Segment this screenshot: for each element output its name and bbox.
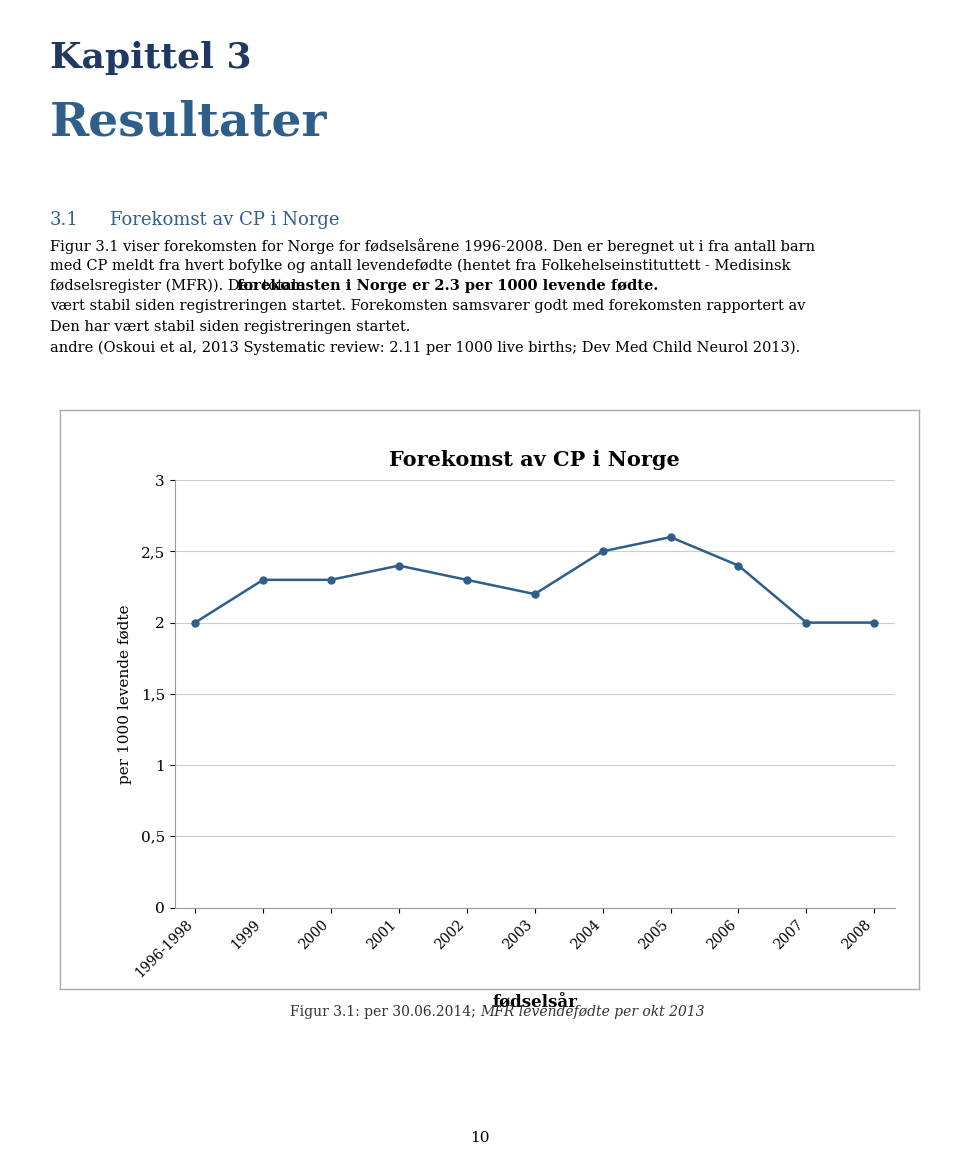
- Text: 10: 10: [470, 1131, 490, 1145]
- Text: Figur 3.1 viser forekomsten for Norge for fødselsårene 1996-2008. Den er beregne: Figur 3.1 viser forekomsten for Norge fo…: [50, 238, 815, 254]
- Text: med CP meldt fra hvert bofylke og antall levendefødte (hentet fra Folkehelseinst: med CP meldt fra hvert bofylke og antall…: [50, 258, 790, 273]
- Text: Figur 3.1: per 30.06.2014;: Figur 3.1: per 30.06.2014;: [290, 1005, 480, 1019]
- Text: vært stabil siden registreringen startet. Forekomsten samsvarer godt med forekom: vært stabil siden registreringen startet…: [50, 299, 805, 313]
- Text: 3.1: 3.1: [50, 211, 79, 228]
- Text: fødselsregister (MFR)). Den totale: fødselsregister (MFR)). Den totale: [50, 279, 309, 293]
- Y-axis label: per 1000 levende fødte: per 1000 levende fødte: [118, 604, 132, 783]
- Title: Forekomst av CP i Norge: Forekomst av CP i Norge: [390, 450, 680, 471]
- X-axis label: fødselsår: fødselsår: [492, 994, 577, 1011]
- Text: Resultater: Resultater: [50, 100, 327, 145]
- Text: MFR levendefødte per okt 2013: MFR levendefødte per okt 2013: [480, 1005, 705, 1019]
- Text: andre (Oskoui et al, 2013 Systematic review: 2.11 per 1000 live births; Dev Med : andre (Oskoui et al, 2013 Systematic rev…: [50, 340, 801, 355]
- Text: forekomsten i Norge er 2.3 per 1000 levende fødte.: forekomsten i Norge er 2.3 per 1000 leve…: [237, 279, 659, 293]
- Text: Kapittel 3: Kapittel 3: [50, 41, 252, 75]
- Text: Forekomst av CP i Norge: Forekomst av CP i Norge: [110, 211, 340, 228]
- Text: Den har vært stabil siden registreringen startet.: Den har vært stabil siden registreringen…: [50, 320, 410, 334]
